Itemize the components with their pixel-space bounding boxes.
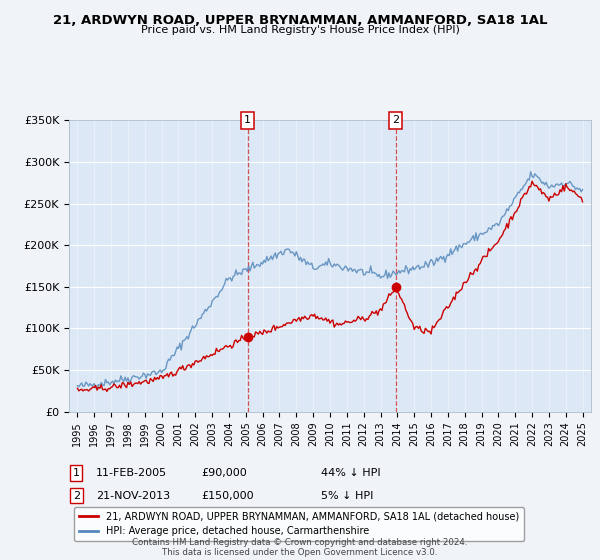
Text: 1: 1 — [73, 468, 80, 478]
Text: 21-NOV-2013: 21-NOV-2013 — [96, 491, 170, 501]
Text: 21, ARDWYN ROAD, UPPER BRYNAMMAN, AMMANFORD, SA18 1AL: 21, ARDWYN ROAD, UPPER BRYNAMMAN, AMMANF… — [53, 14, 547, 27]
Text: Contains HM Land Registry data © Crown copyright and database right 2024.
This d: Contains HM Land Registry data © Crown c… — [132, 538, 468, 557]
Text: 1: 1 — [244, 115, 251, 125]
Text: 44% ↓ HPI: 44% ↓ HPI — [321, 468, 380, 478]
Legend: 21, ARDWYN ROAD, UPPER BRYNAMMAN, AMMANFORD, SA18 1AL (detached house), HPI: Ave: 21, ARDWYN ROAD, UPPER BRYNAMMAN, AMMANF… — [74, 507, 524, 542]
Text: £90,000: £90,000 — [201, 468, 247, 478]
Text: 2: 2 — [392, 115, 399, 125]
Text: £150,000: £150,000 — [201, 491, 254, 501]
Text: Price paid vs. HM Land Registry's House Price Index (HPI): Price paid vs. HM Land Registry's House … — [140, 25, 460, 35]
Text: 2: 2 — [73, 491, 80, 501]
Text: 5% ↓ HPI: 5% ↓ HPI — [321, 491, 373, 501]
Text: 11-FEB-2005: 11-FEB-2005 — [96, 468, 167, 478]
